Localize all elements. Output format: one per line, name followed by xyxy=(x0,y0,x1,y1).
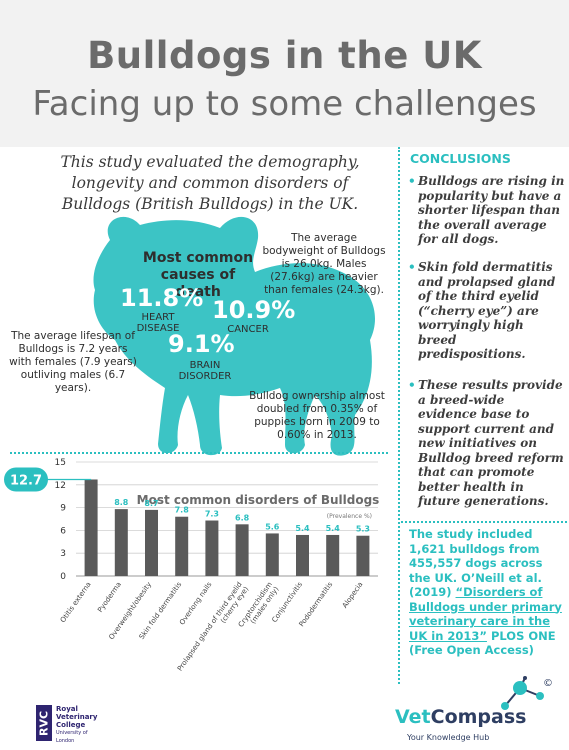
chart-subtitle: (Prevalence %) xyxy=(327,513,372,520)
y-tick-label: 15 xyxy=(55,458,66,468)
heart-disease-value: 11.8% xyxy=(120,284,204,312)
chart-bar xyxy=(175,516,189,576)
conclusion-text: Skin fold dermatitis and prolapsed gland… xyxy=(418,260,556,361)
footer xyxy=(0,684,569,750)
conclusions-heading: CONCLUSIONS xyxy=(410,151,511,166)
disorders-chart: 0 3 6 9 12 15 Most common disorders of Bulldog… xyxy=(4,458,380,677)
chart-bar xyxy=(84,479,98,576)
bar-value-label: 8.8 xyxy=(114,498,129,507)
bar-value-label: 5.4 xyxy=(295,524,310,533)
rvc-mark: RVC xyxy=(37,710,51,737)
y-tick-label: 0 xyxy=(60,572,66,582)
highlight-badge xyxy=(4,467,48,492)
x-tick-label: Alopecia xyxy=(341,581,365,610)
cancer-value: 10.9% xyxy=(212,296,296,324)
bar-value-label: 7.3 xyxy=(205,510,219,519)
chart-bar xyxy=(356,535,370,576)
chart-bar xyxy=(265,533,279,576)
x-tick-label: Prolapsed gland of third eyelid(cherry e… xyxy=(176,580,251,677)
vc-name-2: Compass xyxy=(430,706,527,728)
bar-value-label: 5.3 xyxy=(356,525,370,534)
copyright-mark: © xyxy=(543,678,553,689)
conclusion-bullet: • Bulldogs are rising in popularity but h… xyxy=(408,174,565,246)
chart-bar xyxy=(145,509,158,576)
study-lead: The study included 1,621 bulldogs from 4… xyxy=(409,527,543,599)
bar-value-label: 12.7 xyxy=(10,473,42,488)
network-icon xyxy=(501,676,544,710)
y-tick-label: 9 xyxy=(60,504,66,514)
vc-name-1: Vet xyxy=(395,706,431,728)
rvc-name-3: College xyxy=(56,721,86,729)
intro-text: This study evaluated the demography, lon… xyxy=(60,153,360,213)
conclusion-bullet: • These results provide a breed-wide evid… xyxy=(408,378,566,509)
lifespan-fact: The average lifespan of Bulldogs is 7.2 … xyxy=(9,330,137,394)
study-tail: PLOS ONE (Free Open Access) xyxy=(409,628,556,658)
brain-disorder-value: 9.1% xyxy=(168,330,235,358)
brain-disorder-label: BRAIN DISORDER xyxy=(178,360,232,382)
study-paper-link[interactable]: “Disorders of Bulldogs under primary vet… xyxy=(409,585,562,643)
chart-bar xyxy=(296,534,309,576)
study-box xyxy=(401,521,567,683)
conclusion-text: Bulldogs are rising in popularity but ha… xyxy=(418,174,565,246)
page-title: Bulldogs in the UK xyxy=(87,34,482,77)
study-citation: The study included 1,621 bulldogs from 4… xyxy=(409,527,565,658)
bodyweight-fact: The average bodyweight of Bulldogs is 26… xyxy=(262,232,386,296)
bar-value-label: 8.7 xyxy=(144,499,158,508)
bar-value-label: 7.8 xyxy=(175,506,190,515)
content-panel xyxy=(0,147,569,684)
x-tick-label: Pyoderma xyxy=(96,581,123,614)
ownership-fact: Bulldog ownership almost doubled from 0.… xyxy=(249,390,385,441)
bar-value-label: 6.8 xyxy=(235,513,250,522)
causes-title: Most common causes of death xyxy=(142,250,254,300)
y-tick-label: 6 xyxy=(60,526,66,536)
conclusion-text: These results provide a breed-wide evide… xyxy=(418,378,564,508)
chart-title: Most common disorders of Bulldogs xyxy=(137,493,380,507)
chart-bar xyxy=(235,524,249,576)
bar-value-label: 5.6 xyxy=(265,522,280,531)
rvc-sub: University of London xyxy=(56,730,88,744)
conclusion-bullet: • Skin fold dermatitis and prolapsed glan… xyxy=(408,260,566,362)
x-tick-label: Otitis externa xyxy=(59,581,93,625)
chart-bar xyxy=(114,509,128,576)
bulldog-silhouette xyxy=(93,216,376,456)
chart-bar xyxy=(205,520,219,576)
y-tick-label: 12 xyxy=(55,481,66,491)
y-tick-label: 3 xyxy=(60,549,66,559)
x-tick-label: Overlong nails xyxy=(178,580,214,626)
rvc-name-2: Veterinary xyxy=(56,713,98,721)
cancer-label: CANCER xyxy=(227,324,269,335)
column-divider xyxy=(398,147,400,684)
x-tick-label: Pododermatitis xyxy=(298,580,335,628)
chart-border xyxy=(10,452,388,686)
vc-tagline: Your Knowledge Hub xyxy=(407,733,490,742)
page-subtitle: Facing up to some challenges xyxy=(32,84,537,124)
rvc-name-1: Royal xyxy=(56,705,78,713)
chart-bar xyxy=(326,534,340,576)
bar-value-label: 5.4 xyxy=(326,524,341,533)
heart-disease-label: HEART DISEASE xyxy=(136,312,180,334)
